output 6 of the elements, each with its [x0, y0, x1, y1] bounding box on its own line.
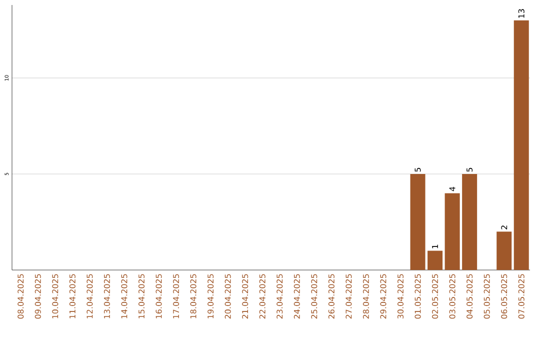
bar [496, 232, 512, 270]
bar [462, 174, 478, 270]
bar [410, 174, 426, 270]
bar [514, 20, 529, 270]
bar [444, 193, 460, 270]
bar [428, 250, 443, 270]
